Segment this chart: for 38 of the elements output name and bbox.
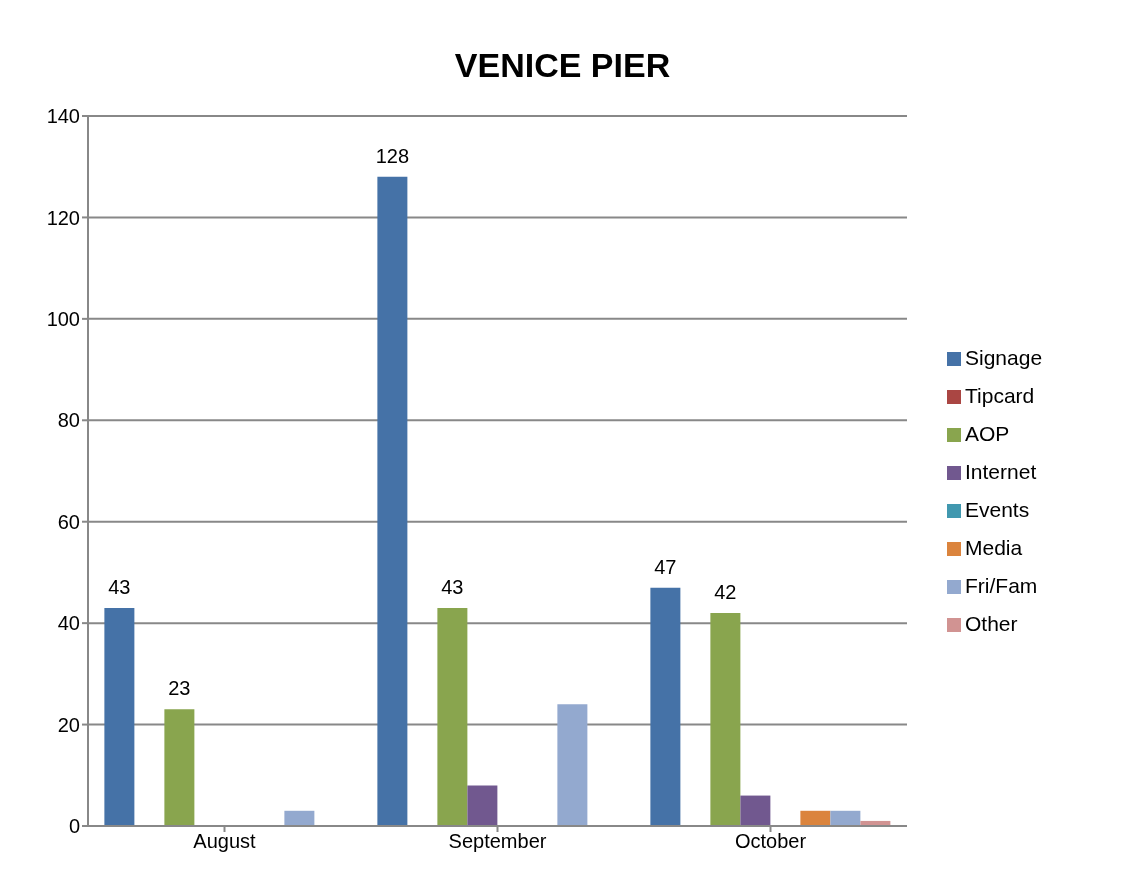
data-label: 128 (375, 144, 410, 167)
y-tick-label: 40 (57, 612, 80, 635)
y-tick-label: 140 (46, 105, 80, 128)
bar (650, 587, 681, 826)
bar (800, 810, 831, 826)
x-tick-label: October (734, 830, 807, 853)
bar (284, 810, 315, 826)
data-label: 23 (168, 677, 191, 700)
legend-label: Internet (965, 460, 1037, 483)
data-label: 43 (108, 575, 131, 598)
bar (437, 607, 468, 826)
y-tick-label: 120 (46, 206, 80, 229)
legend-label: Events (965, 498, 1030, 521)
bar (830, 810, 861, 826)
bar (557, 704, 588, 826)
legend-label: Tipcard (965, 384, 1035, 407)
bar (377, 176, 408, 826)
legend-label: AOP (965, 422, 1010, 445)
chart-title: VENICE PIER (453, 45, 672, 86)
bar (104, 607, 135, 826)
y-tick-label: 0 (68, 815, 80, 838)
x-tick-label: September (448, 830, 547, 853)
bar (467, 785, 498, 826)
y-tick-label: 100 (46, 307, 80, 330)
x-tick-label: August (193, 830, 257, 853)
legend-label: Fri/Fam (965, 574, 1038, 597)
y-tick-label: 80 (57, 409, 80, 432)
data-label: 42 (714, 581, 737, 603)
data-label: 47 (654, 555, 677, 578)
legend-label: Signage (965, 346, 1043, 369)
bar (740, 795, 771, 826)
legend-label: Media (965, 536, 1023, 559)
y-tick-label: 20 (57, 713, 80, 736)
legend-label: Other (965, 612, 1018, 635)
data-label: 43 (441, 575, 464, 598)
y-tick-label: 60 (57, 510, 80, 533)
bar (164, 709, 195, 826)
bar (710, 613, 741, 826)
